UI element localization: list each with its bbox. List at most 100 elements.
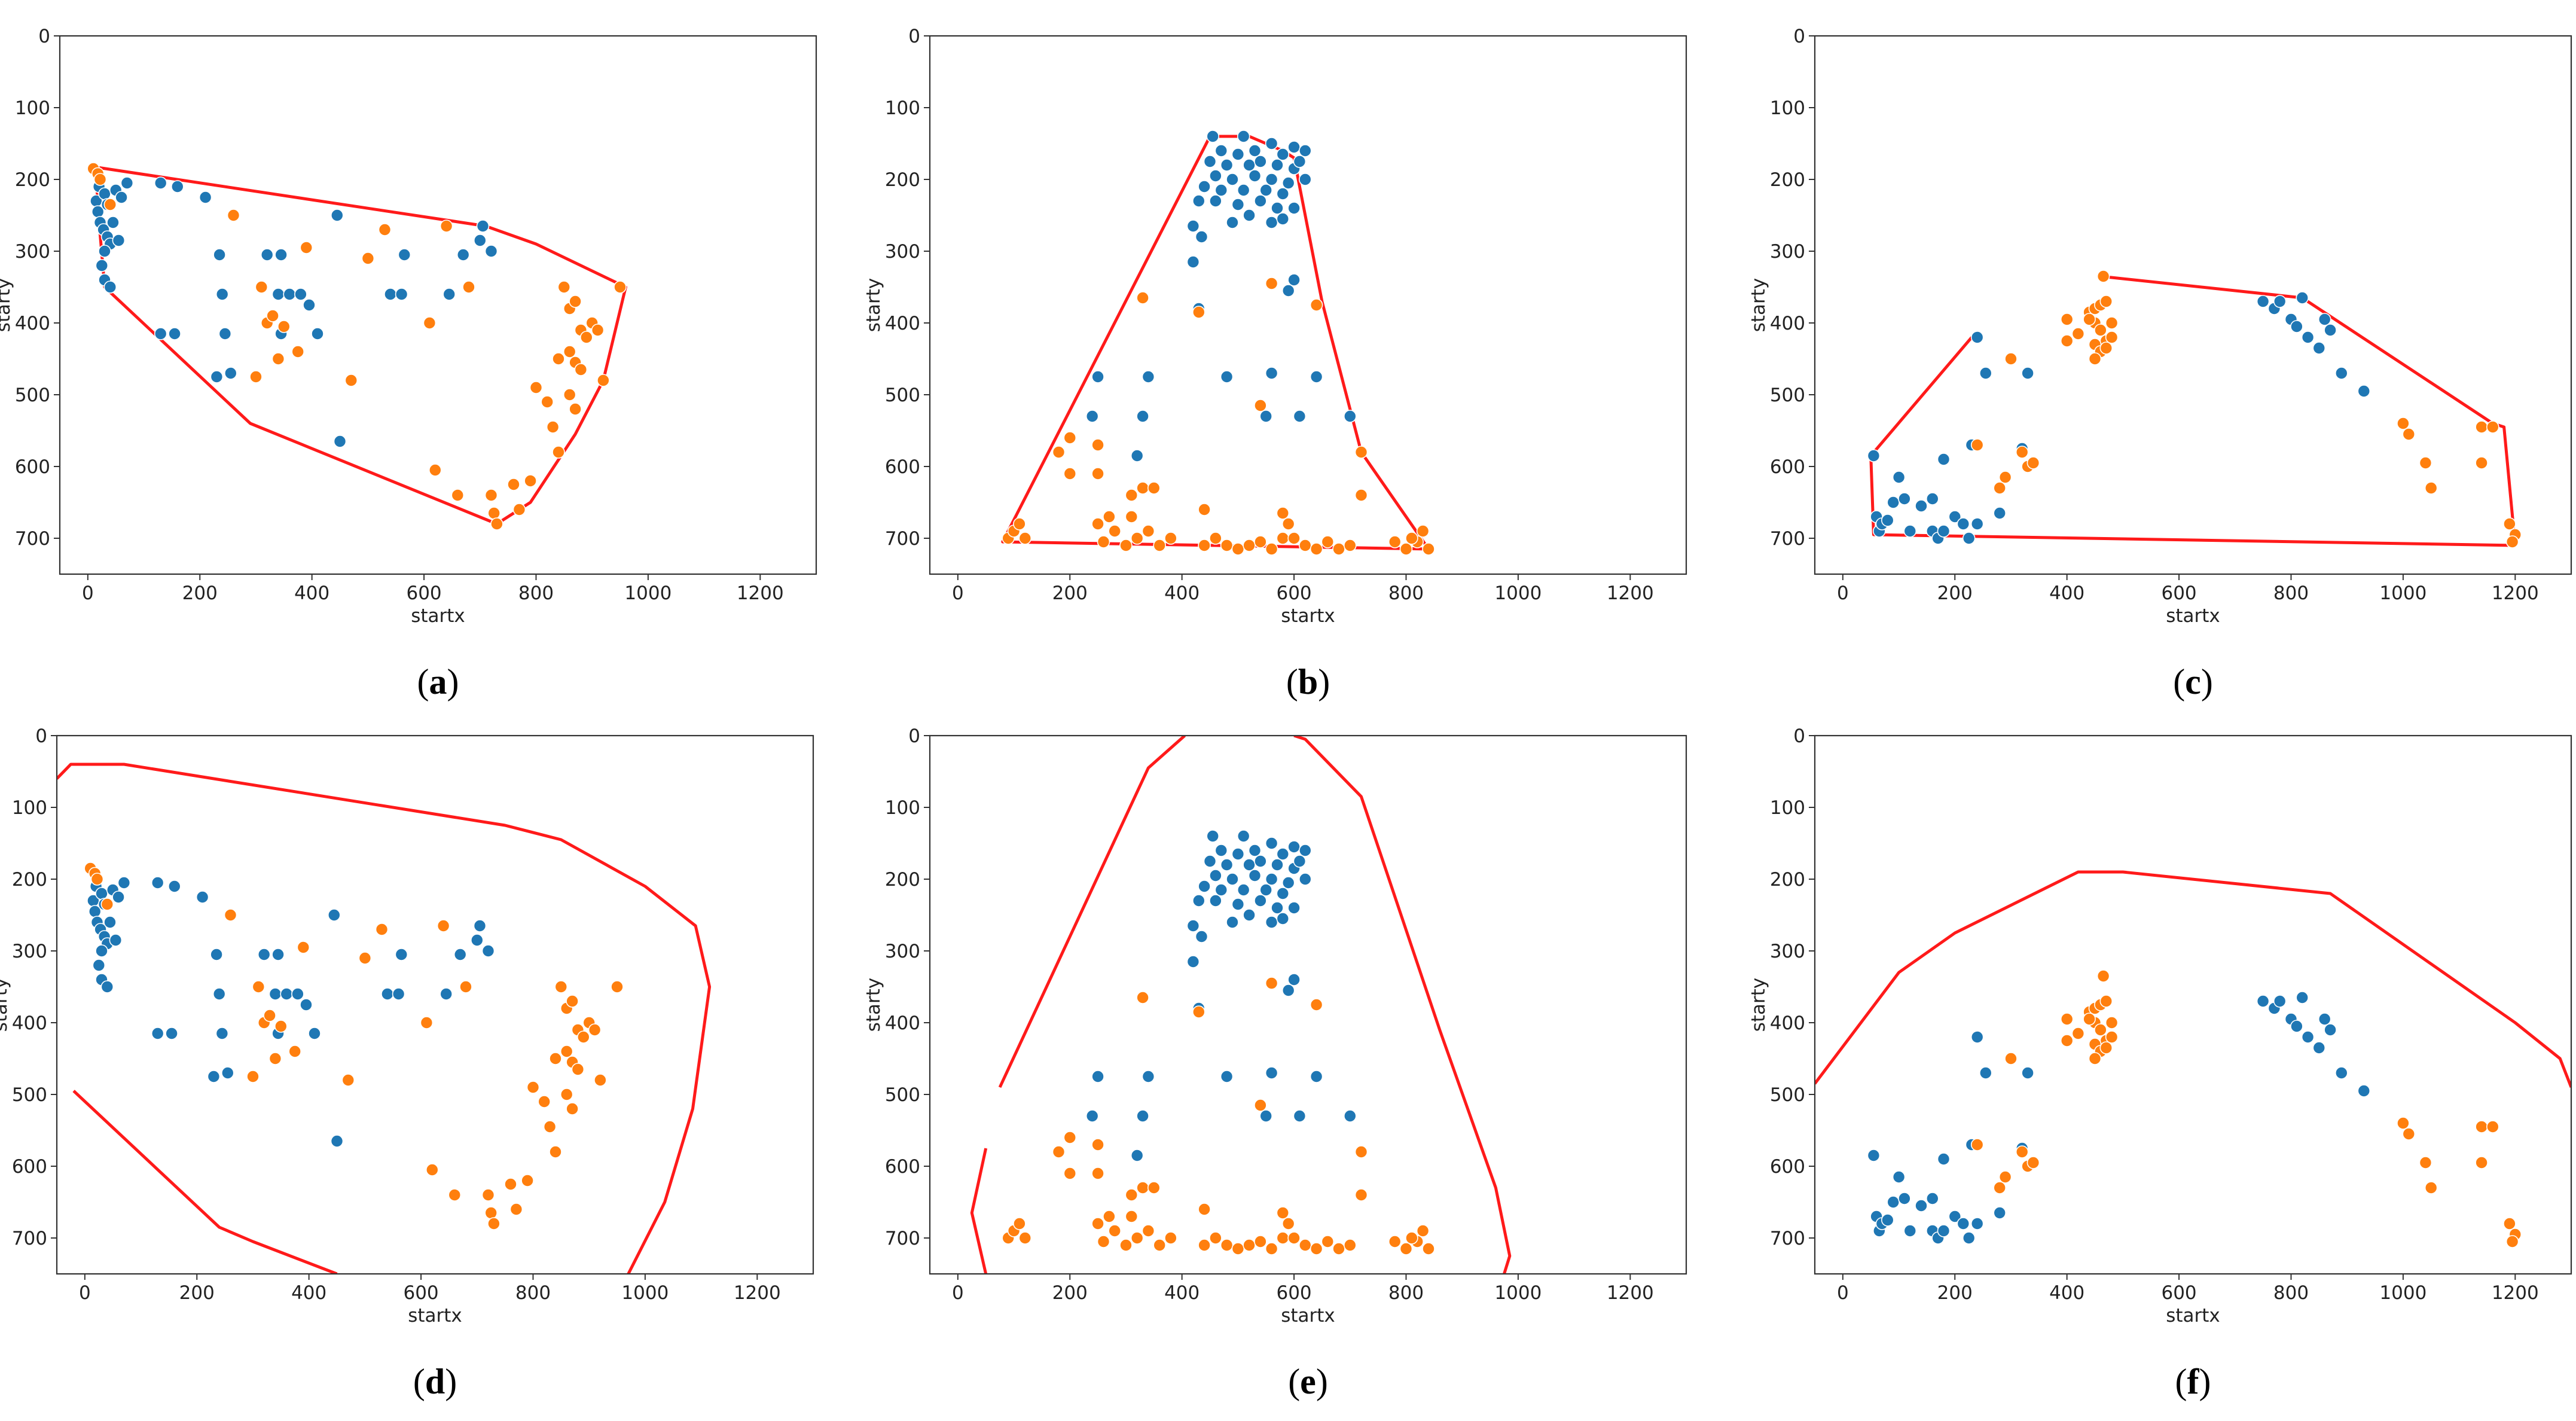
point-orange-51 [1192, 306, 1205, 319]
y-tick-label: 300 [885, 241, 920, 263]
x-axis-label: startx [2166, 605, 2220, 627]
point-blue-13 [112, 891, 125, 904]
point-blue-32 [1287, 202, 1301, 215]
point-orange-28 [2424, 1181, 2438, 1194]
point-orange-32 [1299, 539, 1312, 552]
point-blue-39 [456, 248, 470, 261]
point-blue-23 [1214, 184, 1228, 197]
point-orange-38 [1276, 507, 1290, 520]
chart-panel-b: 0 200 400 600 800 1000 1200 0 100 200 300 400 500 600… [863, 26, 1687, 702]
y-tick-label: 700 [1770, 1228, 1805, 1249]
point-orange-47 [1310, 998, 1323, 1011]
x-tick-label: 0 [952, 1282, 964, 1304]
point-blue-43 [1091, 370, 1104, 383]
plot-frame [929, 734, 1687, 1275]
x-tick-label: 1000 [2379, 1282, 2427, 1304]
point-orange-37 [571, 1063, 585, 1076]
point-orange-41 [1388, 1235, 1402, 1248]
plot-area [57, 736, 813, 1274]
point-blue-22 [1937, 453, 1951, 466]
point-blue-9 [1915, 499, 1928, 513]
point-blue-19 [167, 880, 181, 893]
caption-letter: e [1300, 1362, 1316, 1401]
point-orange-0 [1970, 1138, 1984, 1151]
point-orange-4 [1052, 446, 1066, 459]
point-orange-20 [2099, 341, 2113, 355]
x-tick-label: 400 [294, 583, 329, 604]
point-blue-9 [1915, 1199, 1928, 1212]
point-orange-37 [574, 363, 588, 376]
point-blue-34 [1226, 916, 1239, 929]
point-blue-18 [1970, 331, 1984, 344]
y-tick-label: 100 [15, 97, 50, 119]
y-tick-label: 200 [885, 869, 920, 891]
y-tick-label: 200 [12, 869, 47, 891]
point-orange-19 [448, 1188, 462, 1202]
point-orange-11 [1119, 1239, 1133, 1252]
y-tick-label: 500 [15, 385, 50, 406]
point-orange-26 [2402, 428, 2416, 441]
point-orange-28 [538, 1095, 551, 1108]
point-blue-34 [330, 209, 344, 222]
point-blue-22 [215, 288, 229, 301]
panel-caption: (d) [413, 1362, 457, 1401]
point-orange-8 [268, 1052, 282, 1065]
point-blue-33 [308, 1027, 321, 1040]
point-orange-24 [2088, 1052, 2102, 1065]
point-orange-4 [1052, 1145, 1066, 1158]
point-orange-37 [1281, 517, 1295, 530]
y-tick-label: 0 [35, 725, 47, 747]
point-blue-28 [1209, 194, 1222, 208]
point-orange-45 [552, 352, 565, 365]
point-orange-35 [1332, 542, 1345, 556]
point-orange-6 [2026, 456, 2040, 469]
point-orange-46 [1416, 525, 1430, 538]
point-orange-4 [2015, 446, 2029, 459]
point-blue-50 [1085, 410, 1099, 423]
point-orange-17 [2105, 331, 2119, 344]
point-orange-38 [579, 331, 593, 344]
point-blue-19 [1265, 173, 1278, 186]
chart-panel-d: 0 200 400 600 800 1000 1200 0 100 200 300 400 500 600… [0, 725, 814, 1401]
caption-open-paren: ( [2173, 662, 2185, 702]
point-blue-11 [1243, 858, 1256, 871]
point-blue-0 [1867, 449, 1881, 462]
point-orange-33 [2505, 535, 2519, 548]
point-orange-10 [246, 1070, 260, 1083]
point-orange-21 [1125, 1188, 1139, 1202]
point-blue-5 [1887, 1196, 1900, 1209]
x-tick-label: 1200 [1607, 1282, 1654, 1304]
y-tick-label: 700 [885, 1228, 920, 1249]
point-blue-27 [271, 948, 285, 961]
plot-frame [1814, 734, 2572, 1275]
point-blue-38 [1195, 930, 1208, 943]
point-orange-18 [1125, 510, 1139, 523]
point-orange-18 [1125, 1210, 1139, 1223]
x-tick-label: 600 [403, 1282, 438, 1304]
point-blue-40 [1287, 273, 1301, 286]
point-blue-19 [170, 180, 184, 193]
point-orange-16 [1091, 517, 1104, 530]
point-blue-15 [1293, 855, 1307, 868]
point-orange-25 [1220, 1239, 1234, 1252]
point-orange-25 [2397, 417, 2410, 430]
panel-caption: (b) [1286, 662, 1330, 702]
point-blue-34 [327, 908, 341, 922]
point-blue-43 [439, 987, 453, 1001]
point-blue-7 [1276, 148, 1290, 161]
y-tick-label: 700 [12, 1228, 47, 1249]
point-orange-48 [1265, 277, 1278, 290]
point-blue-24 [1237, 184, 1250, 197]
x-axis-label: startx [1281, 1305, 1335, 1327]
point-orange-17 [1103, 1210, 1116, 1223]
caption-close-paren: ) [1318, 662, 1330, 702]
point-blue-41 [470, 934, 484, 947]
point-blue-10 [1220, 158, 1234, 172]
point-blue-33 [1243, 209, 1256, 222]
point-orange-14 [1153, 539, 1166, 552]
point-orange-31 [2503, 517, 2516, 530]
point-orange-10 [249, 370, 263, 383]
point-blue-18 [151, 876, 164, 889]
y-tick-label: 300 [1770, 241, 1805, 263]
y-tick-label: 600 [1770, 1156, 1805, 1178]
